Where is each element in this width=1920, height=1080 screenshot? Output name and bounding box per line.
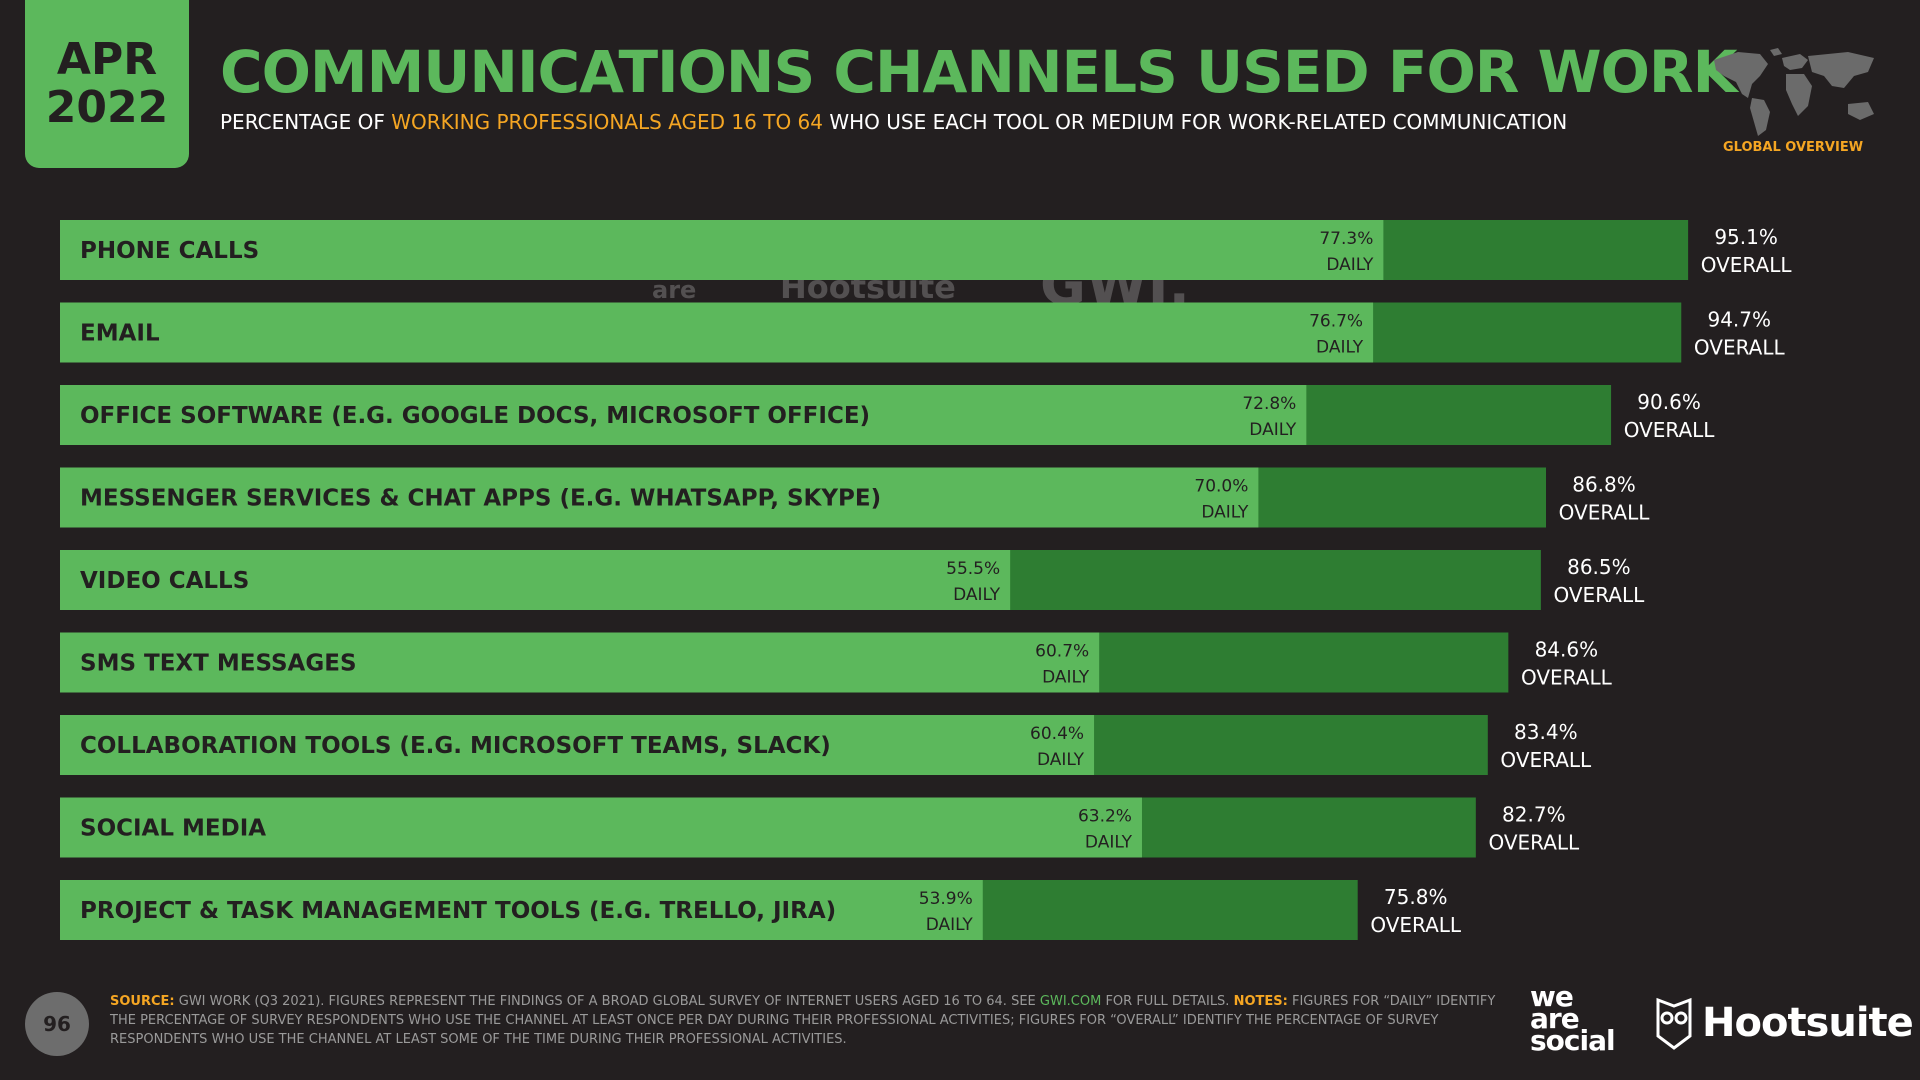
- category-label: SMS TEXT MESSAGES: [80, 651, 357, 677]
- daily-value-label: 53.9%: [919, 889, 973, 909]
- overall-value-label: 95.1%: [1714, 225, 1778, 249]
- overall-value-label: 83.4%: [1514, 720, 1578, 744]
- daily-bar: [60, 385, 1307, 445]
- overall-suffix-label: OVERALL: [1488, 831, 1580, 855]
- daily-suffix-label: DAILY: [1201, 503, 1249, 523]
- owl-icon: [1656, 997, 1692, 1050]
- overall-value-label: 75.8%: [1384, 885, 1448, 909]
- daily-value-label: 60.4%: [1030, 724, 1084, 744]
- overall-suffix-label: OVERALL: [1624, 418, 1716, 442]
- page-number: 96: [25, 992, 89, 1056]
- date-badge: APR 2022: [25, 0, 189, 168]
- overall-value-label: 94.7%: [1707, 308, 1771, 332]
- daily-suffix-label: DAILY: [1249, 420, 1297, 440]
- daily-suffix-label: DAILY: [926, 915, 974, 935]
- page-subtitle: PERCENTAGE OF WORKING PROFESSIONALS AGED…: [220, 110, 1567, 134]
- daily-value-label: 77.3%: [1319, 229, 1373, 249]
- daily-value-label: 72.8%: [1242, 394, 1296, 414]
- category-label: OFFICE SOFTWARE (E.G. GOOGLE DOCS, MICRO…: [80, 403, 870, 429]
- notes-text: FIGURES FOR “DAILY” IDENTIFY THE PERCENT…: [110, 994, 1496, 1047]
- source-label: SOURCE:: [110, 994, 175, 1009]
- overall-value-label: 86.8%: [1572, 473, 1636, 497]
- daily-suffix-label: DAILY: [1037, 750, 1085, 770]
- category-label: COLLABORATION TOOLS (E.G. MICROSOFT TEAM…: [80, 733, 831, 759]
- overall-suffix-label: OVERALL: [1559, 501, 1651, 525]
- subtitle-suffix: WHO USE EACH TOOL OR MEDIUM FOR WORK-REL…: [823, 110, 1568, 134]
- subtitle-prefix: PERCENTAGE OF: [220, 110, 392, 134]
- daily-suffix-label: DAILY: [1326, 255, 1374, 275]
- overall-suffix-label: OVERALL: [1701, 253, 1793, 277]
- source-link[interactable]: GWI.COM: [1039, 994, 1102, 1009]
- notes-label: NOTES:: [1233, 994, 1288, 1009]
- page-title: COMMUNICATIONS CHANNELS USED FOR WORK: [220, 38, 1738, 106]
- overall-value-label: 82.7%: [1502, 803, 1566, 827]
- source-text: GWI WORK (Q3 2021). FIGURES REPRESENT TH…: [174, 994, 1040, 1009]
- daily-bar: [60, 715, 1095, 775]
- daily-bar: [60, 632, 1100, 693]
- overall-value-label: 90.6%: [1637, 390, 1701, 414]
- daily-bar: [60, 302, 1374, 363]
- world-map-icon: [1714, 48, 1874, 136]
- daily-bar: [60, 550, 1011, 610]
- overall-value-label: 86.5%: [1567, 555, 1631, 579]
- logo-social: social: [1530, 1024, 1616, 1057]
- daily-value-label: 76.7%: [1309, 312, 1363, 332]
- category-label: SOCIAL MEDIA: [80, 816, 266, 842]
- subtitle-highlight: WORKING PROFESSIONALS AGED 16 TO 64: [391, 110, 823, 134]
- category-label: PHONE CALLS: [80, 238, 259, 264]
- overall-value-label: 84.6%: [1535, 638, 1599, 662]
- date-month: APR: [56, 34, 158, 85]
- daily-suffix-label: DAILY: [953, 585, 1001, 605]
- daily-value-label: 63.2%: [1078, 807, 1132, 827]
- logo-are: are: [1530, 1002, 1580, 1035]
- category-label: EMAIL: [80, 321, 160, 347]
- source-tail: FOR FULL DETAILS.: [1101, 994, 1234, 1009]
- date-year: 2022: [45, 82, 169, 133]
- daily-bar: [60, 880, 983, 940]
- overall-suffix-label: OVERALL: [1521, 666, 1613, 690]
- daily-bar: [60, 797, 1142, 858]
- daily-value-label: 70.0%: [1194, 477, 1248, 497]
- daily-value-label: 60.7%: [1035, 642, 1089, 662]
- footer-notes: SOURCE: GWI WORK (Q3 2021). FIGURES REPR…: [110, 992, 1500, 1049]
- daily-bar: [60, 220, 1384, 280]
- overall-suffix-label: OVERALL: [1694, 336, 1786, 360]
- we-are-social-logo: we are social: [1530, 980, 1630, 1057]
- hootsuite-wordmark: Hootsuite: [1702, 1000, 1914, 1046]
- overall-suffix-label: OVERALL: [1553, 583, 1645, 607]
- category-label: VIDEO CALLS: [80, 568, 249, 594]
- daily-suffix-label: DAILY: [1042, 668, 1090, 688]
- daily-value-label: 55.5%: [946, 559, 1000, 579]
- daily-suffix-label: DAILY: [1085, 833, 1133, 853]
- category-label: PROJECT & TASK MANAGEMENT TOOLS (E.G. TR…: [80, 898, 836, 924]
- logo-we: we: [1530, 980, 1574, 1013]
- overall-suffix-label: OVERALL: [1500, 748, 1592, 772]
- daily-bar: [60, 467, 1259, 528]
- overall-suffix-label: OVERALL: [1370, 913, 1462, 937]
- daily-suffix-label: DAILY: [1316, 338, 1364, 358]
- global-overview-label: GLOBAL OVERVIEW: [1722, 140, 1864, 155]
- category-label: MESSENGER SERVICES & CHAT APPS (E.G. WHA…: [80, 486, 881, 512]
- hootsuite-logo: Hootsuite: [1654, 996, 1914, 1050]
